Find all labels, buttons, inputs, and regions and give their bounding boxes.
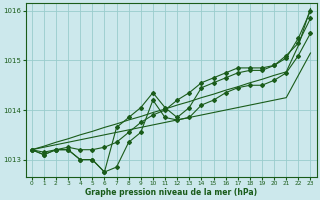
X-axis label: Graphe pression niveau de la mer (hPa): Graphe pression niveau de la mer (hPa) bbox=[85, 188, 257, 197]
